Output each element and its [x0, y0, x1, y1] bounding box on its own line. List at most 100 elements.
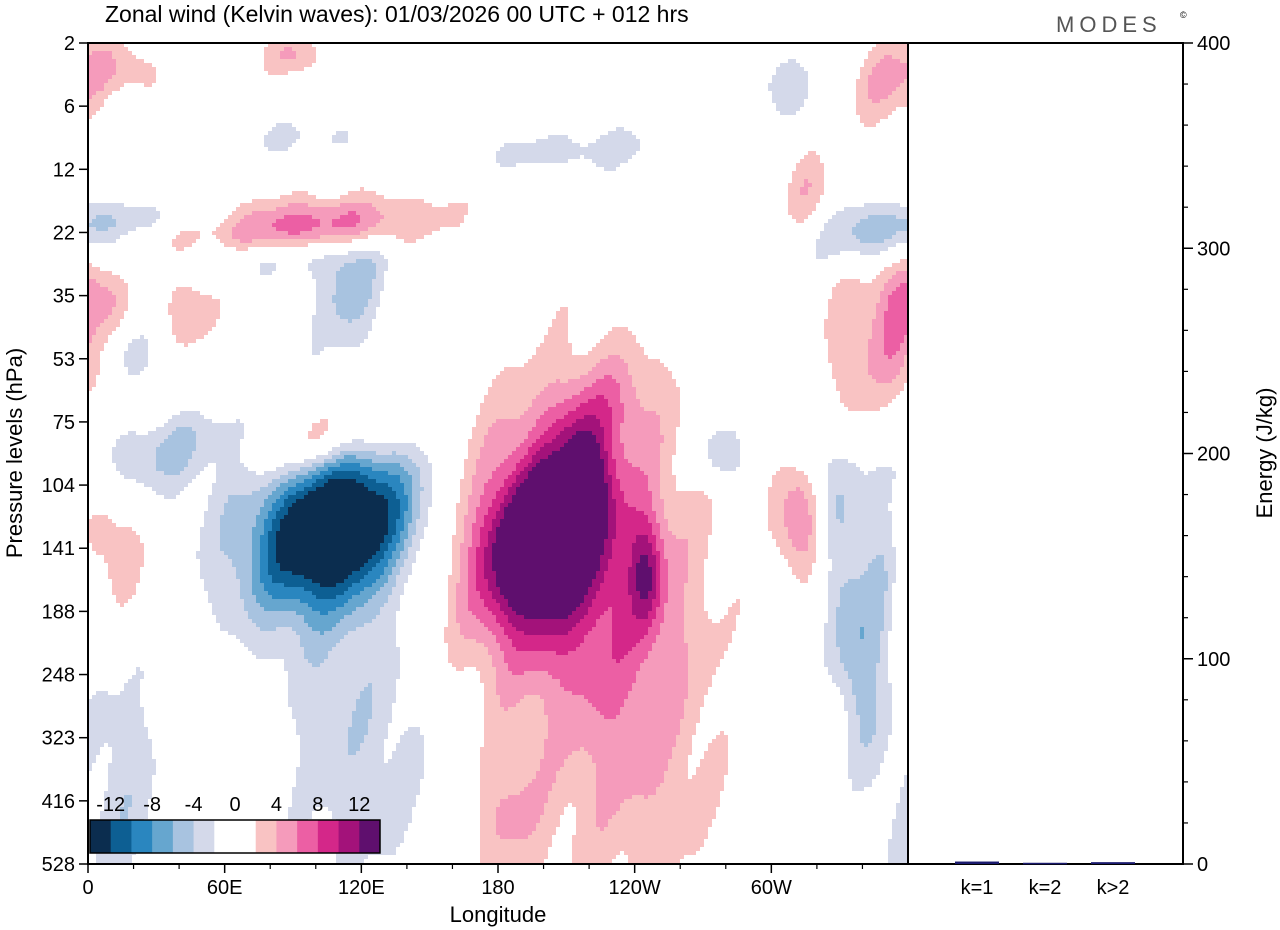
contour-cell [468, 547, 476, 551]
contour-cell [392, 587, 404, 591]
contour-cell [844, 499, 892, 503]
contour-cell [88, 307, 112, 311]
contour-cell [124, 351, 148, 355]
contour-cell [400, 507, 408, 511]
contour-cell [620, 659, 644, 663]
contour-cell [400, 555, 408, 559]
contour-cell [656, 543, 664, 547]
contour-cell [116, 63, 152, 67]
contour-cell [824, 659, 840, 663]
contour-cell [480, 847, 548, 851]
contour-cell [396, 519, 404, 523]
contour-cell [660, 579, 668, 583]
contour-cell [628, 571, 636, 575]
contour-cell [620, 355, 648, 359]
contour-cell [384, 539, 392, 543]
contour-cell [372, 459, 412, 463]
contour-cell [88, 723, 144, 727]
contour-cell [88, 287, 108, 291]
contour-cell [844, 695, 856, 699]
contour-cell [608, 507, 616, 511]
contour-cell [616, 523, 652, 527]
contour-cell [496, 687, 564, 691]
contour-cell [536, 439, 552, 443]
contour-cell [360, 567, 372, 571]
contour-cell [484, 563, 492, 567]
contour-cell [492, 379, 556, 383]
contour-cell [88, 767, 92, 771]
contour-cell [88, 263, 92, 267]
contour-cell [268, 515, 276, 519]
contour-cell [540, 759, 564, 763]
contour-cell [688, 647, 728, 651]
contour-cell [872, 47, 908, 51]
contour-cell [844, 667, 876, 671]
contour-cell [300, 755, 384, 759]
contour-cell [596, 779, 664, 783]
contour-cell [256, 523, 264, 527]
contour-cell [504, 631, 524, 635]
contour-cell [824, 319, 872, 323]
contour-cell [124, 687, 140, 691]
contour-cell [480, 831, 496, 835]
contour-cell [388, 503, 400, 507]
contour-cell [220, 515, 256, 519]
contour-cell [892, 819, 908, 823]
contour-cell [636, 563, 648, 567]
contour-cell [868, 51, 908, 55]
contour-cell [480, 619, 496, 623]
contour-cell [868, 215, 896, 219]
contour-cell [596, 799, 624, 803]
contour-cell [456, 507, 468, 511]
contour-cell [376, 223, 460, 227]
contour-cell [892, 263, 908, 267]
contour-cell [604, 539, 612, 543]
contour-cell [108, 743, 152, 747]
contour-cell [836, 607, 884, 611]
contour-cell [856, 91, 868, 95]
contour-cell [456, 615, 476, 619]
contour-cell [584, 639, 612, 643]
contour-cell [860, 735, 872, 739]
contour-cell [544, 751, 572, 755]
contour-cell [388, 563, 396, 567]
contour-cell [88, 115, 92, 119]
contour-cell [332, 219, 360, 223]
contour-cell [160, 443, 196, 447]
contour-cell [220, 531, 252, 535]
contour-cell [264, 63, 312, 67]
contour-cell [848, 763, 880, 767]
contour-cell [900, 83, 908, 87]
contour-cell [260, 271, 272, 275]
contour-cell [828, 619, 836, 623]
contour-cell [796, 575, 808, 579]
contour-cell [584, 155, 632, 159]
contour-cell [608, 523, 616, 527]
contour-cell [460, 579, 468, 583]
energy-axis-label: Energy (J/kg) [1252, 388, 1277, 519]
contour-cell [884, 267, 908, 271]
contour-cell [880, 655, 888, 659]
contour-cell [136, 479, 192, 483]
contour-cell [484, 711, 544, 715]
contour-cell [532, 455, 548, 459]
contour-cell [316, 595, 336, 599]
contour-cell [92, 547, 144, 551]
contour-cell [616, 379, 632, 383]
contour-cell [336, 291, 372, 295]
contour-cell [368, 731, 388, 735]
contour-cell [620, 391, 636, 395]
contour-cell [860, 575, 888, 579]
contour-cell [656, 535, 660, 539]
contour-cell [296, 767, 424, 771]
contour-field [88, 43, 908, 864]
contour-cell [332, 295, 372, 299]
contour-cell [492, 655, 504, 659]
contour-cell [308, 603, 344, 607]
contour-cell [292, 711, 352, 715]
contour-cell [628, 567, 636, 571]
contour-cell [484, 683, 496, 687]
contour-cell [300, 739, 348, 743]
contour-cell [336, 607, 356, 611]
